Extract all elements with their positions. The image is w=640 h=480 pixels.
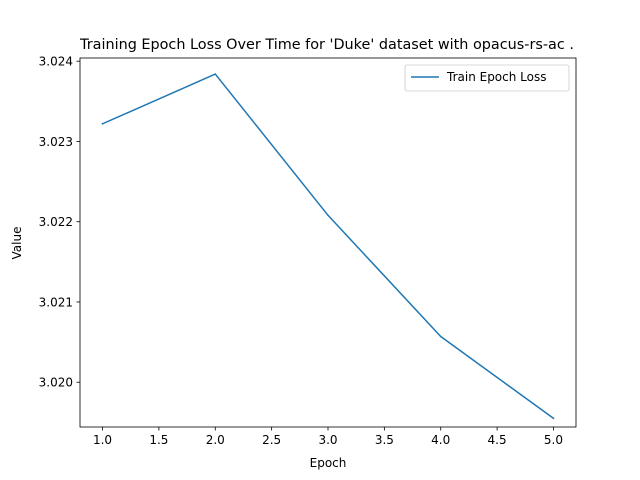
chart-title: Training Epoch Loss Over Time for 'Duke'… [79,37,574,53]
legend: Train Epoch Loss [404,64,570,92]
series-layer [101,73,555,420]
x-axis-ticks: 1.0 1.5 2.0 2.5 3.0 3.5 4.0 4.5 5.0 [93,427,563,447]
y-tick-label: 3.022 [39,215,73,229]
y-tick-label: 3.024 [39,55,73,69]
data-point [101,123,104,125]
y-tick-label: 3.023 [39,135,73,149]
x-tick-label: 1.5 [149,433,168,447]
data-point [439,335,442,338]
x-tick-label: 3.5 [375,433,394,447]
x-tick-label: 4.5 [488,433,507,447]
y-axis-label: Value [10,227,24,260]
legend-label: Train Epoch Loss [446,70,547,84]
x-tick-label: 5.0 [544,433,563,447]
data-point [552,417,555,420]
x-tick-label: 1.0 [93,433,112,447]
y-axis-ticks: 3.020 3.021 3.022 3.023 3.024 [39,55,80,390]
data-point [327,214,329,217]
x-axis-label: Epoch [310,456,347,470]
x-tick-label: 3.0 [318,433,337,447]
legend-box [404,64,570,92]
x-tick-label: 2.5 [262,433,281,447]
plot-frame [79,57,577,428]
x-tick-label: 4.0 [431,433,450,447]
x-tick-label: 2.0 [206,433,225,447]
y-tick-label: 3.020 [39,376,73,390]
series-line [101,73,555,420]
data-point [214,73,217,75]
y-tick-label: 3.021 [39,295,73,309]
